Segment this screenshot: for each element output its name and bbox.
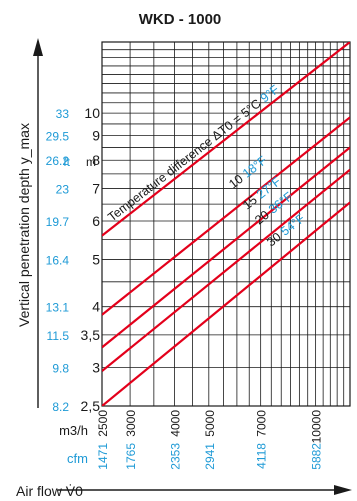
labels: Vertical penetration depth y_max ft m 2,5 8.… xyxy=(16,82,324,499)
series-label-f: 54°F xyxy=(278,211,308,239)
y-axis-arrowhead xyxy=(33,38,43,56)
y-tick-m: 9 xyxy=(92,127,100,143)
y-tick-ft: 26.2 xyxy=(46,154,70,168)
y-tick-m: 7 xyxy=(92,180,100,196)
y-unit-ft: ft xyxy=(63,155,70,169)
x-tick-cfm: 4118 xyxy=(255,443,269,469)
series-line-30 xyxy=(102,201,350,406)
x-tick-cfm: 5882 xyxy=(310,443,324,470)
x-tick-cfm: 2941 xyxy=(203,443,217,470)
y-tick-m: 4 xyxy=(92,299,100,315)
y-tick-ft: 19.7 xyxy=(46,215,70,229)
x-axis-arrowhead xyxy=(334,485,352,495)
y-tick-m: 5 xyxy=(92,252,100,268)
plot-frame xyxy=(101,41,351,407)
y-tick-ft: 8.2 xyxy=(52,400,69,414)
y-tick-m: 3 xyxy=(92,359,100,375)
y-tick-m: 3,5 xyxy=(81,327,101,343)
series-lines xyxy=(102,42,350,406)
x-unit-cfm: cfm xyxy=(67,451,88,466)
y-tick-m: 6 xyxy=(92,213,100,229)
x-tick-m3h: 2500 xyxy=(96,410,110,437)
y-tick-ft: 13.1 xyxy=(46,301,70,315)
x-tick-m3h: 3000 xyxy=(124,410,138,437)
x-axis-label: Air flow V̇0 xyxy=(16,483,83,499)
y-tick-ft: 11.5 xyxy=(47,329,70,343)
x-tick-m3h: 5000 xyxy=(203,410,217,437)
y-tick-ft: 9.8 xyxy=(52,361,69,375)
x-tick-cfm: 1765 xyxy=(124,443,138,470)
y-tick-ft: 23 xyxy=(56,182,70,196)
y-axis-label: Vertical penetration depth y_max xyxy=(16,123,32,327)
x-tick-m3h: 10000 xyxy=(310,410,324,444)
chart-title: WKD - 1000 xyxy=(139,11,222,28)
series-line-20 xyxy=(102,168,350,372)
grid xyxy=(101,41,351,407)
series-line-15 xyxy=(102,146,350,349)
y-tick-ft: 29.5 xyxy=(46,129,70,143)
y-tick-m: 10 xyxy=(84,105,100,121)
series-line-5C xyxy=(102,42,350,237)
y-tick-m: 8 xyxy=(92,152,100,168)
x-unit-m3h: m3/h xyxy=(59,423,88,438)
axes xyxy=(33,38,352,495)
x-tick-m3h: 4000 xyxy=(168,410,182,437)
y-unit-m: m xyxy=(86,155,96,169)
y-tick-m: 2,5 xyxy=(81,398,101,414)
x-tick-m3h: 7000 xyxy=(255,410,269,437)
series-label-f: 18°F xyxy=(240,153,270,181)
y-tick-ft: 33 xyxy=(56,107,70,121)
series-line-10 xyxy=(102,116,350,316)
x-tick-cfm: 2353 xyxy=(168,443,182,470)
x-tick-cfm: 1471 xyxy=(96,443,110,470)
y-tick-ft: 16.4 xyxy=(46,254,70,268)
